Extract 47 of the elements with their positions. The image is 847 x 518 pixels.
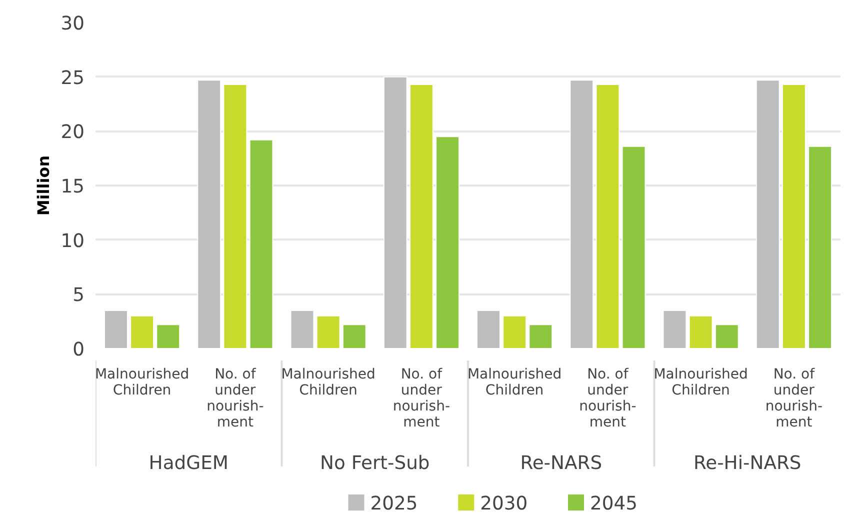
- bar: [290, 310, 314, 348]
- bar: [662, 310, 687, 348]
- legend-label: 2045: [590, 494, 638, 514]
- text: Re-NARS: [520, 453, 602, 474]
- bar: [383, 76, 408, 348]
- bar: [688, 315, 713, 348]
- bar: [342, 324, 366, 348]
- y-tick-label: 20: [60, 122, 85, 144]
- bar: [316, 315, 340, 348]
- text: No Fert-Sub: [320, 453, 430, 474]
- y-tick-label: 25: [60, 68, 85, 89]
- x-tick-label: Malnourished Children: [467, 366, 562, 398]
- y-tick-label: 30: [60, 14, 85, 34]
- text: HadGEM: [148, 453, 228, 474]
- bar: [596, 84, 620, 348]
- bar: [502, 315, 527, 348]
- bar: [197, 80, 222, 348]
- bar: [476, 310, 500, 348]
- bar: [223, 84, 248, 348]
- bar: [409, 84, 434, 348]
- x-tick-label: No. of under nourish- ment: [579, 366, 636, 430]
- bar: [528, 324, 553, 348]
- y-tick-label: 10: [60, 230, 85, 252]
- bar: [714, 324, 739, 348]
- bar: [104, 310, 128, 348]
- y-axis-title: Million: [34, 155, 53, 216]
- legend-label: 2030: [480, 494, 528, 514]
- bar: [622, 146, 646, 348]
- bar: [808, 146, 832, 348]
- bar: [570, 80, 594, 348]
- text: Re-Hi-NARS: [693, 453, 802, 474]
- bar: [130, 315, 154, 348]
- y-tick-label: 15: [60, 176, 85, 198]
- bar: [756, 80, 780, 348]
- x-tick-label: No. of under nourish- ment: [765, 366, 823, 430]
- legend-label: 2025: [370, 494, 418, 514]
- y-tick-label: 0: [72, 340, 85, 360]
- bar: [249, 139, 274, 348]
- bar: [156, 324, 180, 348]
- x-tick-label: Malnourished Children: [94, 366, 190, 398]
- bar: [436, 136, 460, 348]
- x-tick-label: No. of under nourish- ment: [206, 366, 264, 430]
- x-tick-label: Malnourished Children: [654, 366, 748, 398]
- x-tick-label: Malnourished Children: [281, 366, 376, 398]
- x-tick-label: No. of under nourish- ment: [392, 366, 450, 430]
- bar: [782, 84, 806, 348]
- y-tick-label: 5: [72, 285, 85, 306]
